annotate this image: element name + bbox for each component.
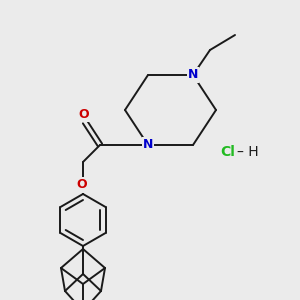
- Text: O: O: [79, 107, 89, 121]
- Text: N: N: [143, 139, 153, 152]
- Text: Cl: Cl: [220, 145, 235, 159]
- Text: O: O: [77, 178, 87, 191]
- Text: – H: – H: [237, 145, 259, 159]
- Text: N: N: [188, 68, 198, 82]
